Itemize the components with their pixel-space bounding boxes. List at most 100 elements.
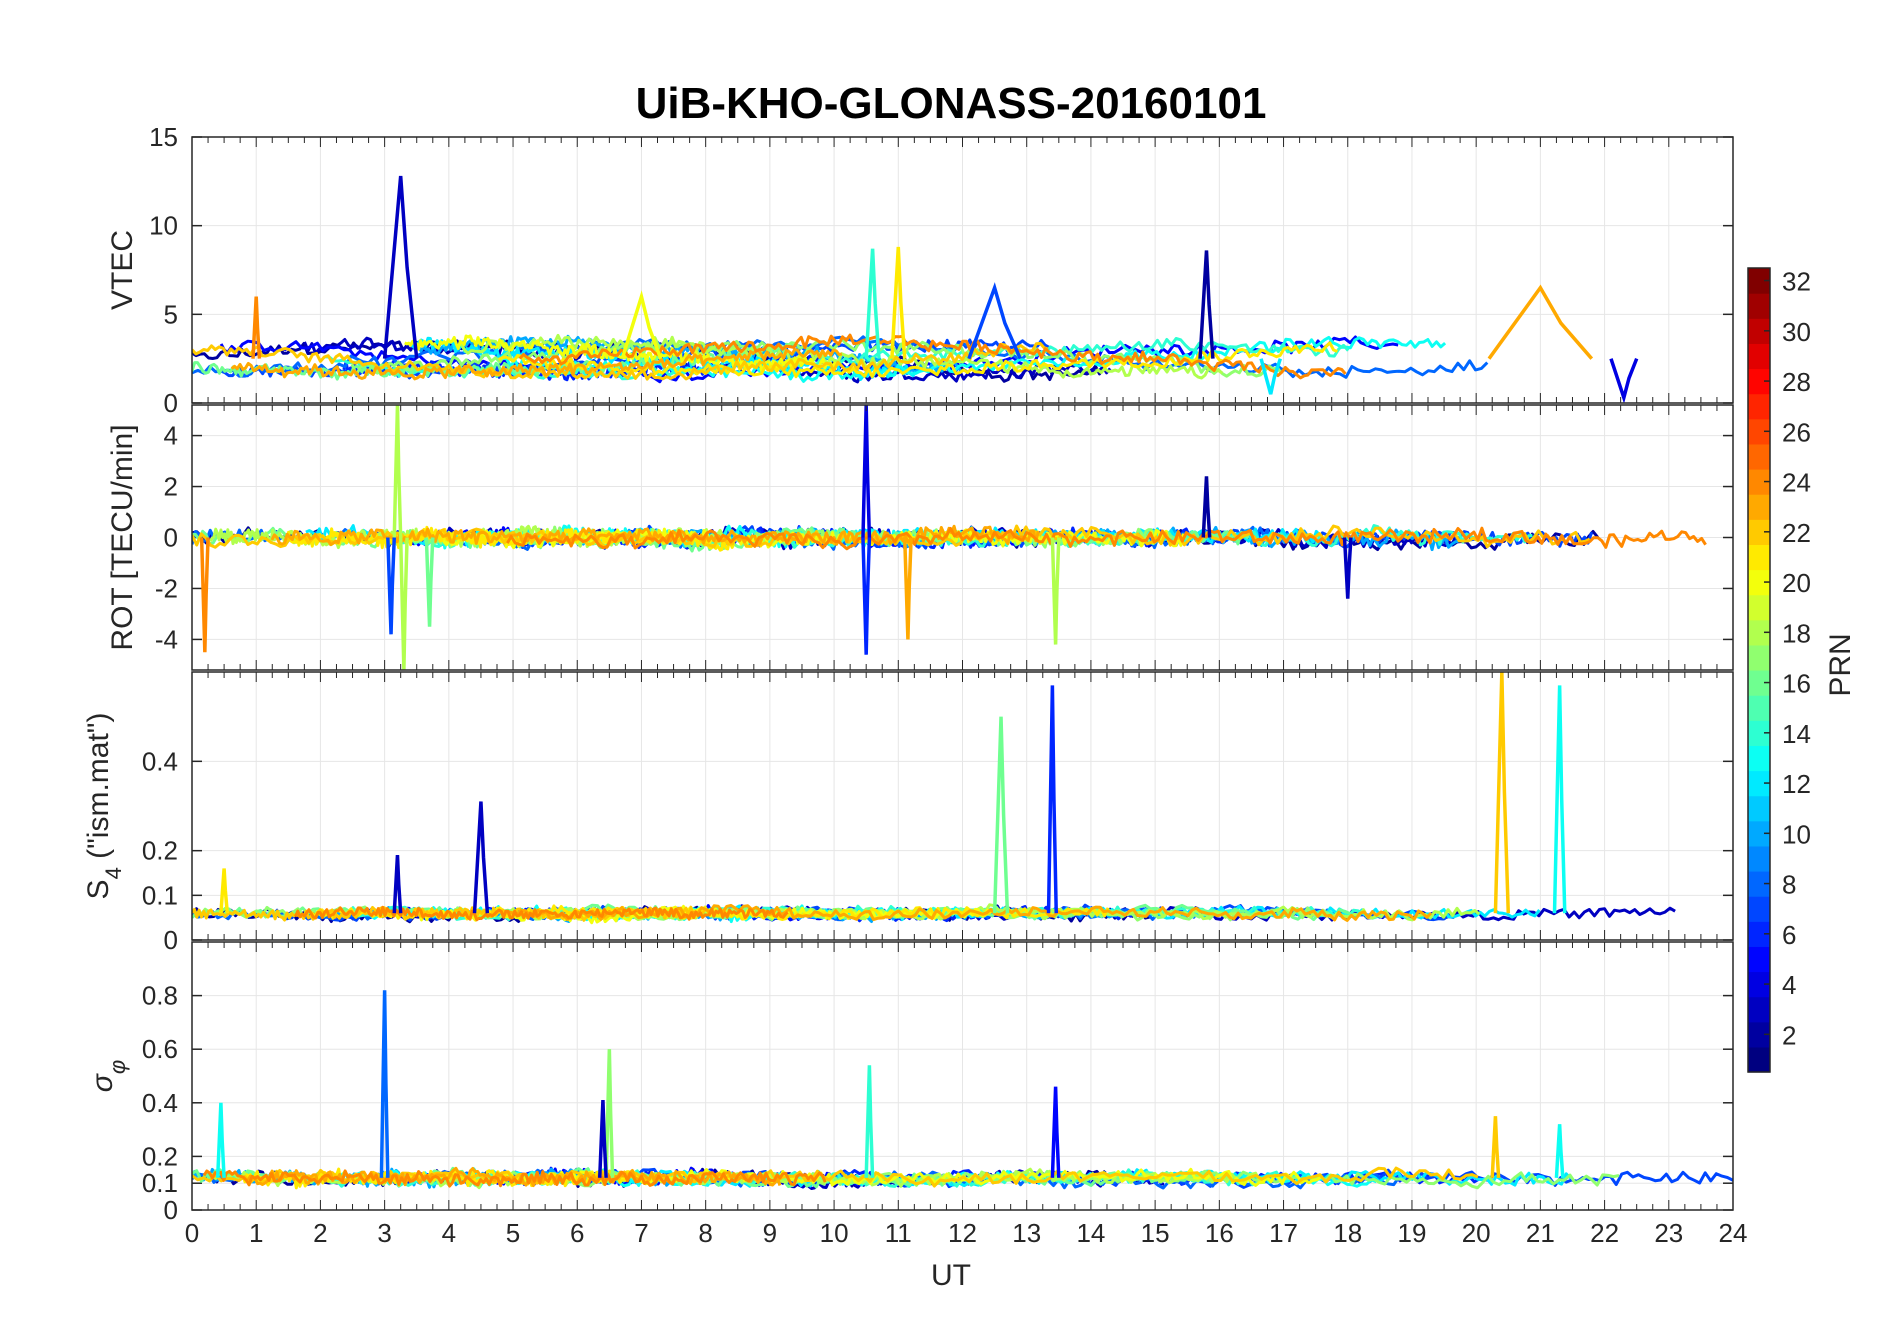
feature-spike (1201, 476, 1212, 538)
colorbar-step (1748, 644, 1770, 671)
colorbar-step (1748, 871, 1770, 897)
colorbar-step (1748, 318, 1770, 344)
colorbar-step (1748, 544, 1770, 571)
colorbar-step (1748, 720, 1770, 746)
colorbar-step (1748, 996, 1770, 1023)
feature-spike (1552, 685, 1567, 914)
colorbar-step (1748, 343, 1770, 370)
colorbar-step (1748, 1021, 1770, 1048)
colorbar-tick-label: 20 (1782, 568, 1811, 598)
x-tick-label: 19 (1397, 1218, 1426, 1248)
colorbar-step (1748, 845, 1770, 872)
feature-spike (1050, 537, 1061, 645)
y-tick-label: -4 (155, 624, 178, 654)
x-tick-label: 7 (634, 1218, 648, 1248)
x-tick-label: 13 (1012, 1218, 1041, 1248)
colorbar-tick-label: 4 (1782, 970, 1796, 1000)
y-axis-label: σφ (86, 1060, 130, 1092)
feature-spike (392, 855, 403, 914)
colorbar-tick-label: 28 (1782, 367, 1811, 397)
feature-spike (379, 990, 390, 1178)
series-line-prn-21 (497, 341, 1338, 379)
colorbar-tick-label: 10 (1782, 819, 1811, 849)
colorbar-tick-label: 24 (1782, 468, 1811, 498)
feature-spike (1490, 1116, 1501, 1178)
x-axis-label: UT (931, 1259, 971, 1292)
feature-spike (902, 537, 913, 640)
x-tick-label: 18 (1333, 1218, 1362, 1248)
x-tick-labels: 0 1 2 3 4 5 6 7 8 9 10 11 12 13 14 15 16 17 18 19 20 21 22 23 24 (185, 1218, 1748, 1248)
feature-spike (597, 1100, 608, 1178)
panel-2: -4 -2 0 2 4 ROT [TECU/min] (106, 404, 1734, 671)
colorbar-step (1748, 896, 1770, 922)
y-tick-label: -2 (155, 573, 178, 603)
axes-frame (191, 404, 1734, 671)
x-tick-label: 15 (1141, 1218, 1170, 1248)
colorbar-step (1748, 368, 1770, 395)
feature-spike (398, 537, 409, 670)
x-tick-label: 14 (1076, 1218, 1105, 1248)
colorbar-tick-label: 8 (1782, 870, 1796, 900)
panel-3: 0 0.1 0.2 0.4 S4 ("ism.mat") (82, 671, 1734, 955)
feature-spike (382, 175, 419, 359)
colorbar-step (1748, 921, 1770, 947)
y-tick-label: 5 (164, 299, 178, 329)
colorbar-step (1748, 268, 1770, 294)
feature-spike (1554, 1124, 1565, 1178)
feature-spike (392, 405, 403, 538)
x-tick-label: 22 (1590, 1218, 1619, 1248)
feature-spike (620, 290, 663, 360)
x-tick-label: 16 (1205, 1218, 1234, 1248)
y-tick-label: 4 (164, 421, 178, 451)
colorbar-step (1748, 569, 1770, 596)
colorbar-step (1748, 770, 1770, 797)
panel-4: 00.10.2 0.4 0.6 0.8 σφ (86, 941, 1734, 1225)
x-tick-label: 21 (1526, 1218, 1555, 1248)
x-tick-label: 0 (185, 1218, 199, 1248)
series-line-prn-24 (506, 526, 1707, 551)
x-tick-label: 1 (249, 1218, 263, 1248)
panel-1: 0 5 10 15 VTEC (106, 122, 1734, 418)
feature-spike (1493, 672, 1511, 914)
x-tick-label: 10 (820, 1218, 849, 1248)
colorbar-tick-label: 18 (1782, 618, 1811, 648)
x-tick-label: 12 (948, 1218, 977, 1248)
colorbar-step (1748, 820, 1770, 847)
colorbar-tick-label: 6 (1782, 920, 1796, 950)
x-tick-label: 20 (1462, 1218, 1491, 1248)
series-group (192, 672, 1676, 925)
feature-spike (604, 1049, 615, 1178)
feature-spike (251, 296, 262, 359)
y-tick-label: 2 (164, 472, 178, 502)
y-axis-label: ROT [TECU/min] (106, 424, 139, 650)
colorbar-step (1748, 619, 1770, 646)
x-tick-label: 8 (698, 1218, 712, 1248)
colorbar-frame (1747, 267, 1771, 1073)
colorbar-step (1748, 1046, 1770, 1073)
y-tick-label: 0.2 (142, 836, 178, 866)
axes-frame (191, 671, 1734, 941)
colorbar-tick-label: 26 (1782, 417, 1811, 447)
feature-spike (861, 537, 872, 655)
y-tick-label: 0.1 (142, 880, 178, 910)
y-tick-label: 0.8 (142, 981, 178, 1011)
y-tick-label: 15 (149, 122, 178, 152)
series-line-prn-23 (230, 348, 843, 381)
feature-spike (890, 246, 907, 359)
colorbar-step (1748, 393, 1770, 420)
y-tick-label: 0.2 (142, 1141, 178, 1171)
colorbar-tick-label: 14 (1782, 719, 1811, 749)
colorbar-step (1748, 946, 1770, 973)
colorbar-step (1748, 494, 1770, 520)
colorbar-step (1748, 795, 1770, 822)
feature-spike (864, 248, 881, 359)
feature-spike (199, 537, 210, 653)
colorbar-step (1748, 418, 1770, 445)
colorbar-step (1748, 695, 1770, 721)
axes-frame (191, 941, 1734, 1211)
y-tick-label: 10 (149, 211, 178, 241)
x-tick-label: 24 (1719, 1218, 1748, 1248)
feature-spike (1198, 250, 1215, 359)
